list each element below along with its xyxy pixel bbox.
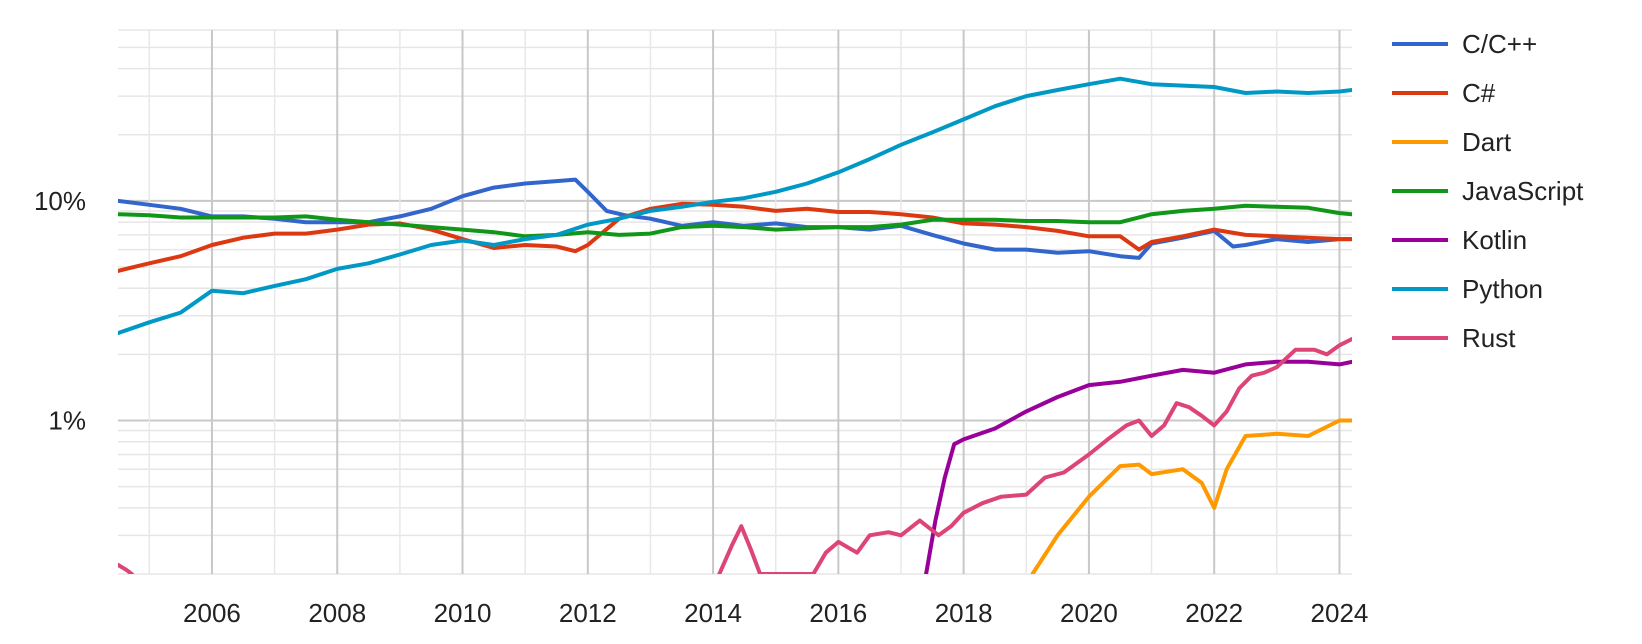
x-tick-label: 2010 [434, 598, 492, 628]
x-tick-label: 2016 [809, 598, 867, 628]
series-rust [118, 337, 1352, 574]
series-kotlin [924, 359, 1352, 574]
grid-lines [118, 29, 1352, 575]
series-python [118, 76, 1352, 336]
x-tick-label: 2014 [684, 598, 742, 628]
series-line [717, 337, 1352, 574]
x-tick-label: 2006 [183, 598, 241, 628]
x-tick-label: 2020 [1060, 598, 1118, 628]
series-lines [118, 76, 1352, 574]
series-dart [1030, 418, 1352, 574]
legend-label: Rust [1462, 323, 1516, 353]
x-tick-label: 2022 [1185, 598, 1243, 628]
series-line [924, 359, 1352, 574]
series-line [1030, 418, 1352, 574]
series-javascript [118, 203, 1352, 239]
legend-label: C# [1462, 78, 1496, 108]
axis-labels: 10% 1% 2006 2008 2010 2012 2014 2016 2018 2020 202… [34, 186, 1368, 628]
series-c-c- [118, 177, 1352, 260]
legend-label: Python [1462, 274, 1543, 304]
y-tick-label: 10% [34, 186, 86, 216]
x-tick-label: 2024 [1311, 598, 1369, 628]
series-line [118, 562, 134, 574]
legend-label: Kotlin [1462, 225, 1527, 255]
series-c- [118, 201, 1352, 273]
legend: C/C++ C# Dart JavaScript Kotlin Python Rust [1392, 29, 1584, 353]
x-tick-label: 2018 [935, 598, 993, 628]
x-tick-label: 2008 [308, 598, 366, 628]
series-line [118, 177, 1352, 260]
legend-label: JavaScript [1462, 176, 1584, 206]
legend-label: Dart [1462, 127, 1512, 157]
series-line [118, 201, 1352, 273]
series-line [118, 203, 1352, 239]
series-line [118, 76, 1352, 336]
y-tick-label: 1% [48, 405, 86, 435]
x-tick-label: 2012 [559, 598, 617, 628]
legend-label: C/C++ [1462, 29, 1537, 59]
